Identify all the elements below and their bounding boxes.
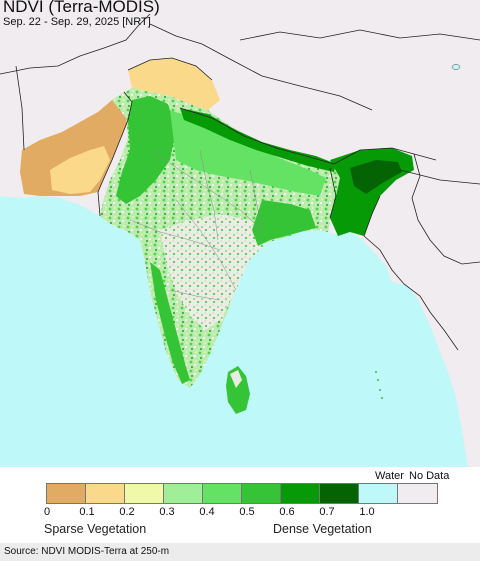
legend-swatch (398, 484, 437, 503)
legend-tick-label: 0 (43, 506, 51, 518)
legend-tick-label: 1.0 (359, 506, 375, 518)
northeast-darkest (350, 160, 402, 194)
legend-swatch (359, 484, 398, 503)
legend-tick-label: 0.1 (79, 506, 95, 518)
legend-swatch (242, 484, 281, 503)
legend-colorbar (46, 483, 438, 504)
himalaya-band (180, 108, 336, 172)
map-canvas (0, 0, 480, 467)
legend-tick-label: 0.6 (279, 506, 295, 518)
dense-vegetation-label: Dense Vegetation (273, 522, 372, 536)
legend-swatch (203, 484, 242, 503)
legend-tick-label: 0.3 (159, 506, 175, 518)
ndvi-map (0, 0, 480, 467)
legend-water-label: Water (375, 470, 404, 482)
sparse-vegetation-label: Sparse Vegetation (44, 522, 147, 536)
country-borders (0, 13, 480, 351)
source-note: Source: NDVI MODIS-Terra at 250-m (0, 543, 480, 561)
map-subtitle: Sep. 22 - Sep. 29, 2025 [NRT] (3, 16, 151, 28)
legend-swatch (164, 484, 203, 503)
indo-gangetic-plain (170, 110, 326, 196)
legend-swatch (86, 484, 125, 503)
legend-swatch (281, 484, 320, 503)
legend-tick-label: 0.2 (119, 506, 135, 518)
sri-lanka-dry (230, 370, 242, 388)
legend-tick-label: 0.4 (199, 506, 215, 518)
legend-swatch (47, 484, 86, 503)
arid-west-light (50, 146, 110, 194)
western-ghats (150, 262, 190, 384)
legend-swatch (320, 484, 359, 503)
legend-swatch (125, 484, 164, 503)
legend-tick-label: 0.7 (319, 506, 335, 518)
legend-nodata-label: No Data (409, 470, 450, 482)
lake-feature (451, 64, 461, 70)
legend-tick-label: 0.5 (239, 506, 255, 518)
eastern-india (252, 200, 316, 246)
central-india (160, 214, 270, 330)
north-mountains (128, 58, 220, 110)
map-title: NDVI (Terra-MODIS) (3, 0, 160, 16)
state-borders (129, 149, 263, 301)
indus-plains (116, 96, 176, 204)
andaman-islands (375, 371, 383, 399)
